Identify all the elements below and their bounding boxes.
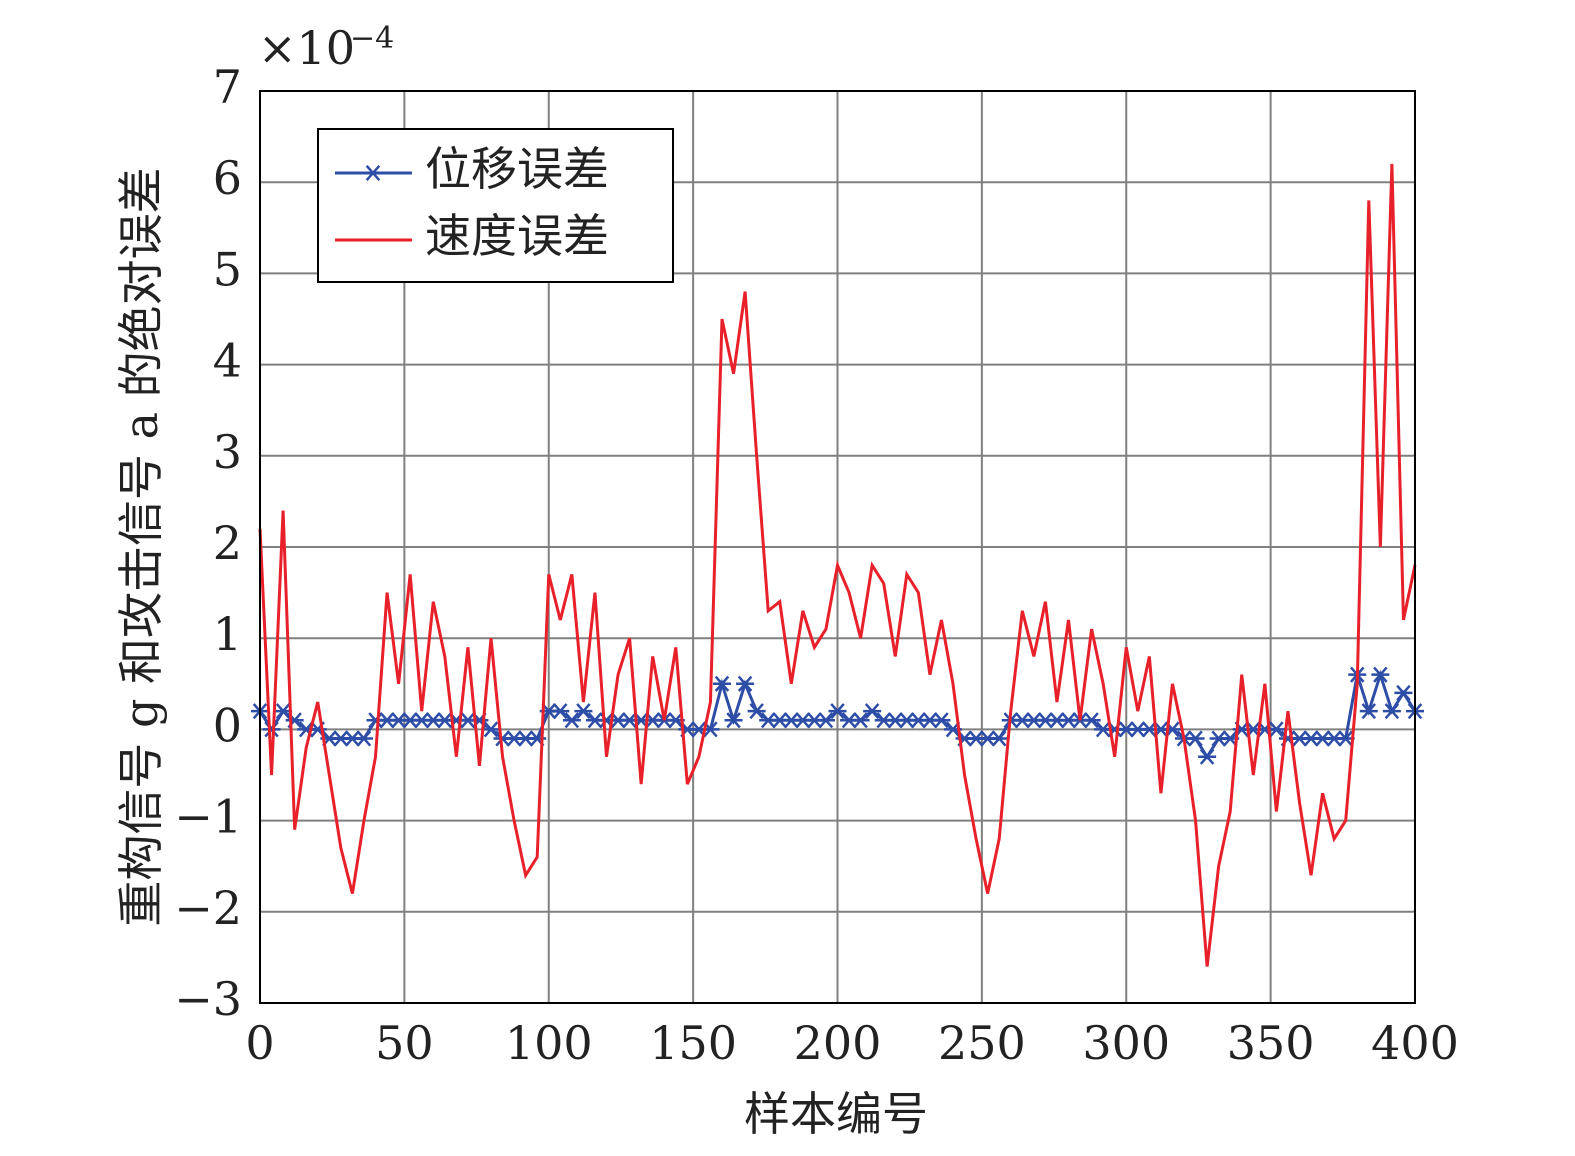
y-tick-label: −1 xyxy=(174,790,242,844)
y-tick-label: −2 xyxy=(174,881,242,935)
y-tick-label: 5 xyxy=(213,242,242,296)
data-point xyxy=(828,703,847,720)
x-tick-label: 300 xyxy=(1082,1016,1170,1070)
legend-label: 位移误差 xyxy=(425,142,609,196)
data-point xyxy=(747,703,766,720)
y-tick-label: 6 xyxy=(213,151,242,205)
y-multiplier-exponent: −4 xyxy=(350,21,394,56)
data-point xyxy=(1394,684,1413,701)
y-tick-label: 4 xyxy=(213,334,242,388)
y-multiplier: ×10 xyxy=(258,21,355,75)
x-tick-label: 150 xyxy=(649,1016,737,1070)
x-tick-label: 350 xyxy=(1227,1016,1315,1070)
x-tick-label: 200 xyxy=(794,1016,882,1070)
legend-box xyxy=(317,128,674,283)
data-point xyxy=(354,730,373,747)
y-tick-label: 0 xyxy=(213,698,242,752)
data-point xyxy=(851,712,870,729)
data-point xyxy=(574,703,593,720)
data-point xyxy=(1186,730,1205,747)
series xyxy=(258,163,1417,967)
plot-frame xyxy=(259,90,1416,1004)
x-tick-label: 400 xyxy=(1371,1016,1459,1070)
data-point xyxy=(713,675,731,692)
x-tick-label: 250 xyxy=(938,1016,1026,1070)
data-point xyxy=(1082,712,1101,729)
x-tick-label: 0 xyxy=(245,1016,274,1070)
x-tick-label: 50 xyxy=(375,1016,434,1070)
legend-marker xyxy=(364,164,382,182)
data-point xyxy=(1382,703,1401,720)
data-point xyxy=(816,712,835,729)
data-point xyxy=(551,703,570,720)
y-tick-label: 7 xyxy=(213,60,242,114)
x-axis-label: 样本编号 xyxy=(744,1087,928,1141)
data-line xyxy=(258,163,1417,967)
data-point xyxy=(562,712,581,729)
y-tick-label: 1 xyxy=(213,607,242,661)
data-point xyxy=(262,721,281,738)
x-tick-label: 100 xyxy=(505,1016,593,1070)
data-point xyxy=(990,730,1009,747)
y-axis-label: 重构信号 g 和攻击信号 a 的绝对误差 xyxy=(114,167,168,926)
data-point xyxy=(724,712,743,729)
y-tick-label: 3 xyxy=(213,425,242,479)
data-point xyxy=(1359,703,1378,720)
data-point xyxy=(932,712,951,729)
data-point xyxy=(482,721,500,738)
data-point xyxy=(1198,748,1217,765)
y-tick-label: −3 xyxy=(174,972,242,1026)
data-point xyxy=(863,703,882,720)
legend-label: 速度误差 xyxy=(425,209,609,263)
data-point xyxy=(736,675,755,692)
y-tick-label: 2 xyxy=(213,516,242,570)
data-point xyxy=(1371,666,1390,683)
